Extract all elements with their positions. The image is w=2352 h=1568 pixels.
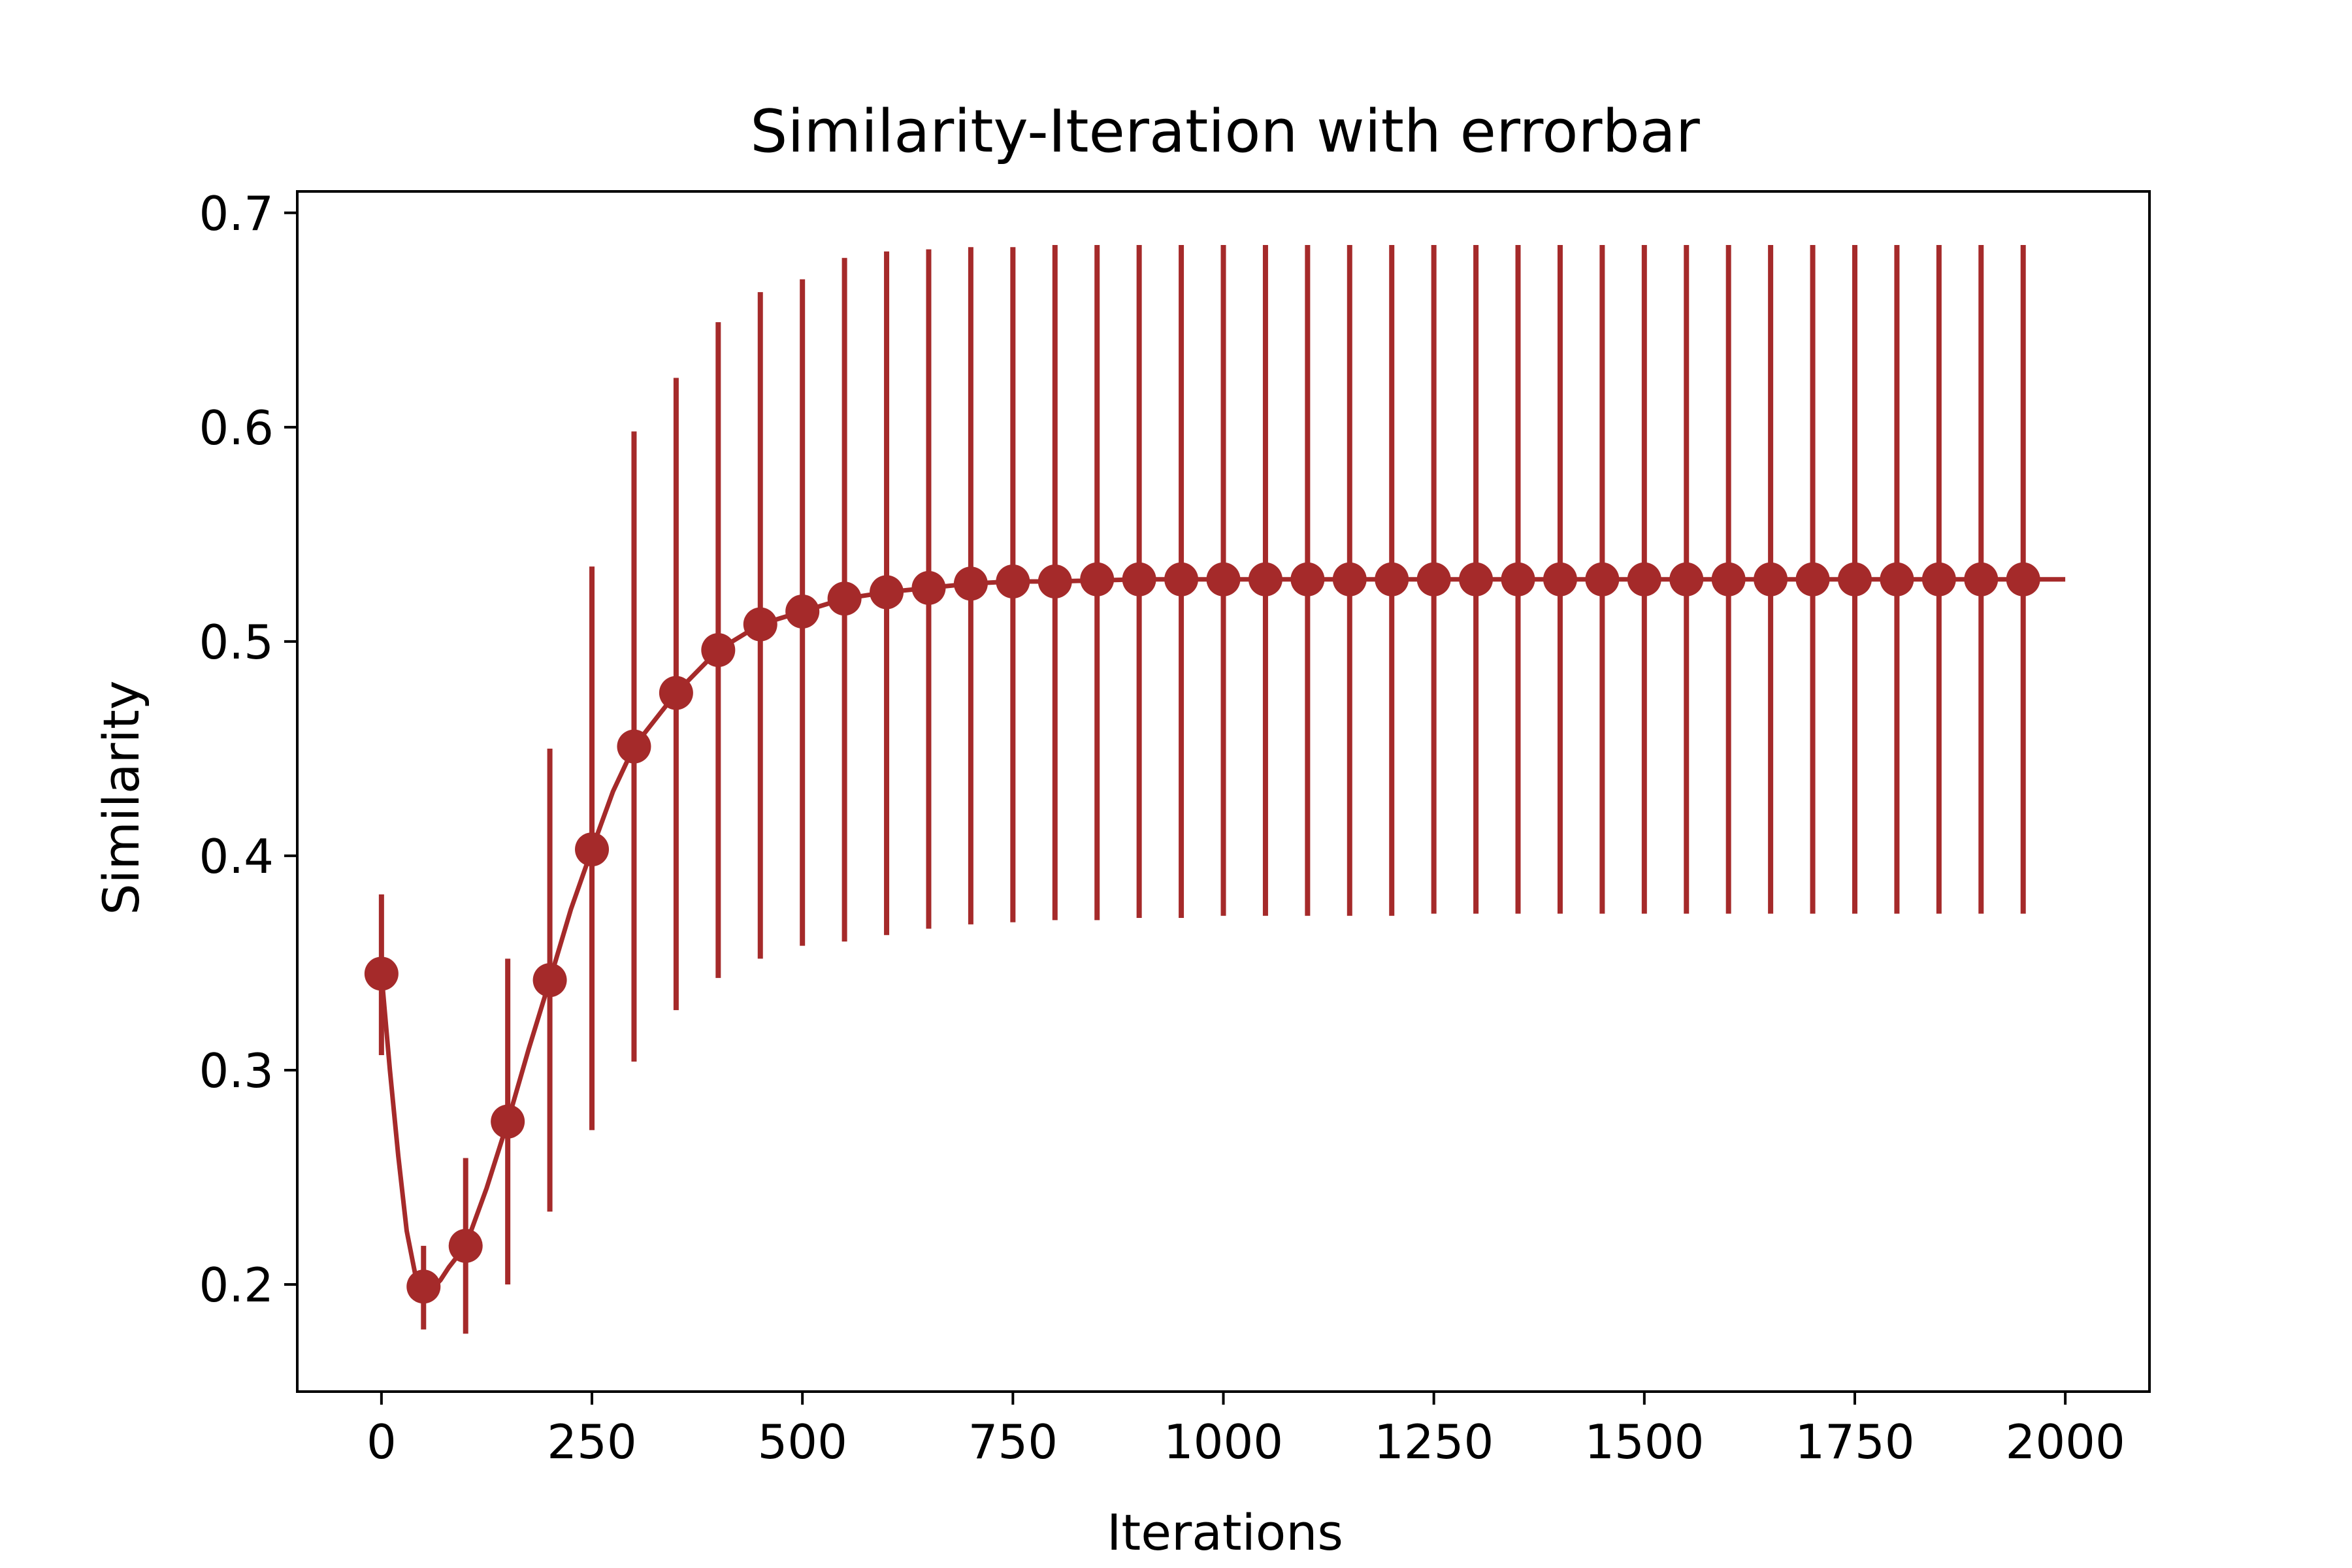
data-point bbox=[996, 564, 1030, 599]
data-point bbox=[1837, 562, 1872, 596]
data-point bbox=[1375, 562, 1409, 596]
x-tick-label: 1250 bbox=[1374, 1414, 1494, 1469]
data-point bbox=[1543, 562, 1577, 596]
x-tick-label: 250 bbox=[547, 1414, 636, 1469]
data-point bbox=[617, 729, 651, 764]
x-axis-ticks: 0 250 500 750 1000 1250 1500 1750 2000 bbox=[367, 1392, 2125, 1469]
data-point bbox=[1164, 562, 1199, 596]
data-point bbox=[1795, 562, 1830, 596]
data-point bbox=[1921, 562, 1956, 596]
data-point bbox=[532, 963, 567, 998]
x-tick-label: 0 bbox=[367, 1414, 397, 1469]
x-tick-label: 1500 bbox=[1584, 1414, 1704, 1469]
data-point bbox=[1585, 562, 1620, 596]
data-point bbox=[575, 832, 610, 867]
data-point bbox=[1501, 562, 1535, 596]
data-point bbox=[1627, 562, 1661, 596]
data-point bbox=[785, 594, 820, 629]
data-point bbox=[491, 1104, 525, 1139]
y-tick-label: 0.3 bbox=[199, 1043, 274, 1098]
x-tick-label: 750 bbox=[968, 1414, 1058, 1469]
data-point bbox=[870, 575, 904, 610]
data-point bbox=[1206, 562, 1241, 596]
data-point bbox=[1711, 562, 1746, 596]
chart-title: Similarity-Iteration with errorbar bbox=[750, 97, 1700, 166]
data-point bbox=[1332, 562, 1367, 596]
data-point bbox=[406, 1269, 441, 1304]
x-axis-label: Iterations bbox=[1107, 1503, 1343, 1561]
data-point bbox=[701, 632, 736, 667]
data-point bbox=[827, 581, 862, 616]
data-point bbox=[364, 956, 399, 991]
data-point bbox=[1964, 562, 1999, 596]
data-point bbox=[1122, 562, 1156, 596]
x-tick-label: 1000 bbox=[1164, 1414, 1283, 1469]
data-point bbox=[1290, 562, 1325, 596]
data-point bbox=[1880, 562, 1914, 596]
data-point bbox=[953, 566, 988, 601]
data-point bbox=[1248, 562, 1282, 596]
y-axis-label: Similarity bbox=[92, 680, 150, 915]
data-point bbox=[1037, 564, 1072, 599]
y-tick-label: 0.6 bbox=[199, 400, 274, 455]
y-tick-label: 0.2 bbox=[199, 1258, 274, 1313]
data-point bbox=[1669, 562, 1704, 596]
y-axis-ticks: 0.2 0.3 0.4 0.5 0.6 0.7 bbox=[199, 186, 297, 1313]
data-point bbox=[1459, 562, 1494, 596]
y-tick-label: 0.7 bbox=[199, 186, 274, 241]
data-point bbox=[659, 676, 693, 710]
data-point bbox=[743, 607, 777, 642]
x-tick-label: 500 bbox=[757, 1414, 847, 1469]
y-tick-label: 0.4 bbox=[199, 829, 274, 884]
data-point bbox=[1416, 562, 1451, 596]
data-point bbox=[911, 570, 946, 605]
data-point bbox=[1754, 562, 1788, 596]
x-tick-label: 1750 bbox=[1795, 1414, 1914, 1469]
y-tick-label: 0.5 bbox=[199, 615, 274, 670]
data-point bbox=[1080, 562, 1115, 596]
data-point bbox=[448, 1228, 483, 1263]
x-tick-label: 2000 bbox=[2006, 1414, 2125, 1469]
markers-layer bbox=[364, 562, 2040, 1304]
data-point bbox=[2006, 562, 2040, 596]
